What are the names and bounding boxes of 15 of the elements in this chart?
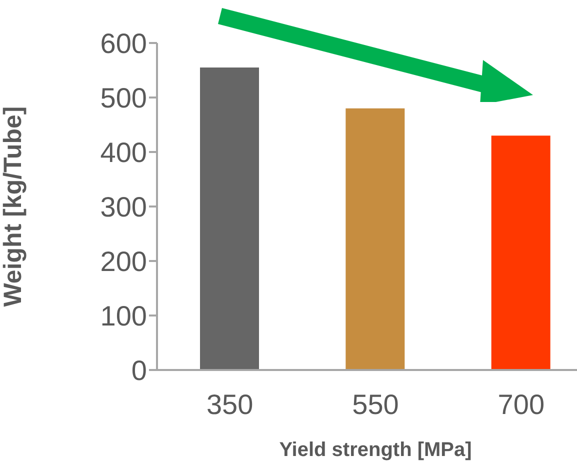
x-tick-label: 700: [498, 388, 545, 420]
y-tick-label: 600: [100, 28, 147, 59]
y-tick-label: 400: [100, 136, 147, 168]
bar: [346, 108, 405, 370]
y-tick-label: 0: [131, 354, 147, 386]
x-tick-label: 550: [352, 388, 399, 420]
y-tick-label: 100: [100, 300, 147, 332]
x-tick-label: 350: [206, 388, 254, 420]
y-axis-title: Weight [kg/Tube]: [0, 106, 27, 307]
y-tick-label: 300: [100, 191, 147, 222]
bar: [200, 68, 259, 370]
bar: [491, 136, 550, 370]
y-tick-label: 500: [100, 82, 147, 114]
y-tick-label: 200: [100, 246, 147, 277]
x-axis-title: Yield strength [MPa]: [279, 439, 472, 461]
